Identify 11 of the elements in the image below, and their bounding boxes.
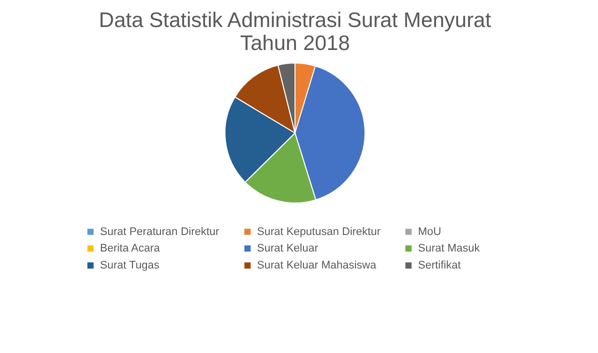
legend-label: Surat Keluar Mahasiswa [257, 260, 378, 272]
legend-label: Berita Acara [100, 242, 161, 254]
legend-label: Surat Peraturan Direktur [100, 226, 220, 238]
legend-label: MoU [418, 226, 442, 238]
legend-label: Surat Keluar [257, 242, 318, 254]
text: Tahun 2018 [240, 32, 350, 55]
legend-label: Sertifikat [418, 260, 461, 272]
legend-label: Surat Masuk [418, 242, 480, 254]
legend-label: Surat Keputusan Direktur [257, 226, 381, 238]
text: Data Statistik Administrasi Surat Menyurat [98, 9, 492, 32]
legend-label: Surat Tugas [100, 260, 160, 272]
